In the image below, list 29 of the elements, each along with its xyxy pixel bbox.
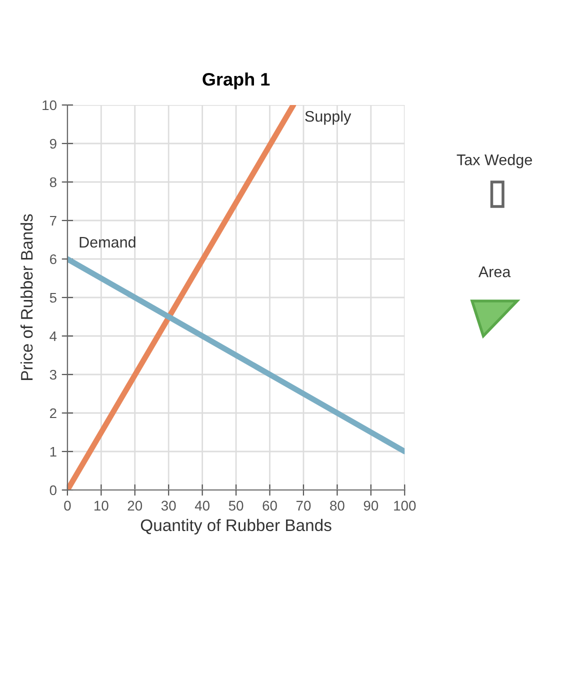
x-tick-label: 60 [262, 500, 277, 511]
series-label: Demand [80, 236, 136, 248]
x-tick-label: 0 [64, 500, 71, 511]
chart-title: Graph 1 [202, 72, 270, 90]
x-tick-label: 20 [128, 500, 142, 511]
x-tick-label: 50 [228, 500, 244, 511]
y-tick-label: 4 [50, 331, 57, 342]
y-tick-label: 10 [42, 100, 56, 110]
x-tick-label: 10 [94, 500, 108, 511]
y-tick-label: 3 [50, 370, 56, 380]
text: Area [478, 266, 511, 278]
y-tick-label: 8 [50, 177, 56, 188]
text: Tax Wedge [456, 154, 532, 168]
y-tick-label: 6 [50, 254, 56, 264]
x-tick-label: 40 [194, 500, 210, 511]
y-tick-label: 5 [50, 292, 56, 303]
y-tick-label: 9 [50, 138, 56, 149]
y-tick-label: 1 [50, 446, 56, 457]
x-tick-label: 70 [296, 500, 311, 511]
series-label: Supply [305, 110, 352, 125]
x-tick-label: 80 [330, 500, 344, 511]
y-tick-label: 0 [50, 485, 56, 496]
y-axis-title: Price of Rubber Bands [20, 214, 33, 380]
y-tick-label: 2 [50, 408, 56, 418]
x-tick-label: 90 [364, 500, 378, 511]
x-axis-title: Quantity of Rubber Bands [140, 518, 332, 534]
x-tick-label: 100 [394, 500, 416, 511]
x-tick-label: 30 [161, 500, 176, 511]
y-tick-label: 7 [50, 216, 56, 226]
